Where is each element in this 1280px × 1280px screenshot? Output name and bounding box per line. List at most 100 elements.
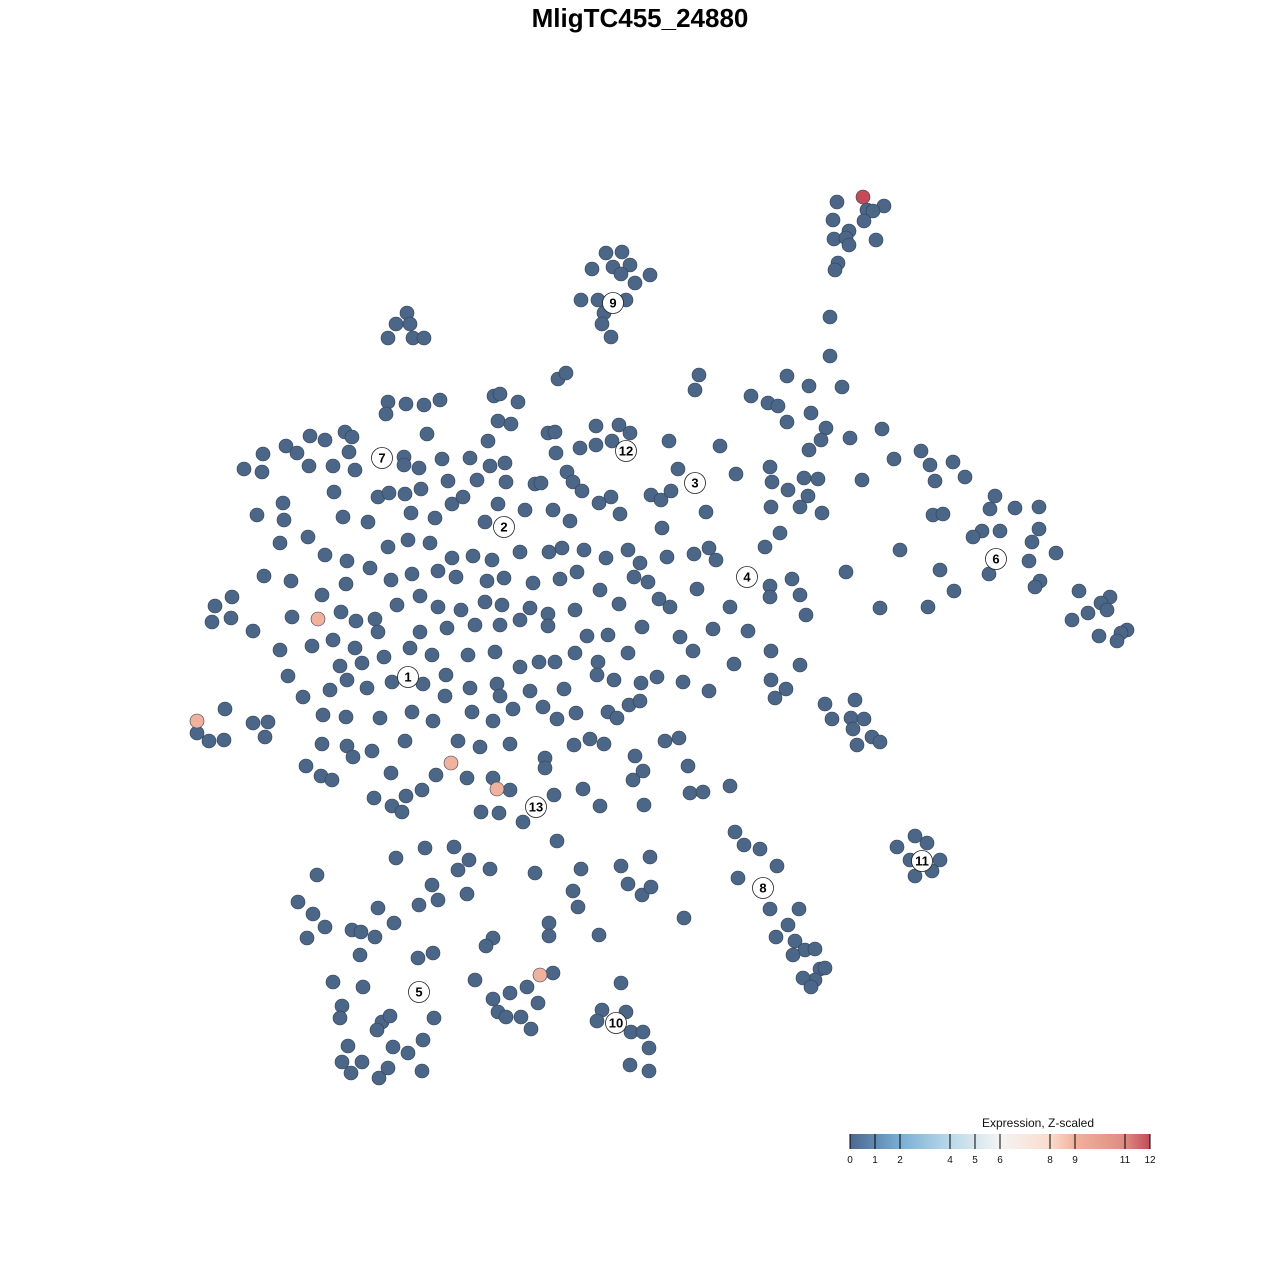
cell-point — [478, 938, 494, 954]
cell-point — [340, 1038, 356, 1054]
cell-point — [284, 609, 300, 625]
cell-point — [324, 772, 340, 788]
cell-point — [1027, 579, 1043, 595]
cell-point — [384, 674, 400, 690]
cell-point — [317, 547, 333, 563]
cell-point — [584, 261, 600, 277]
cell-point — [682, 785, 698, 801]
cell-point — [838, 564, 854, 580]
cell-point — [397, 733, 413, 749]
cell-point — [400, 1045, 416, 1061]
cell-point — [780, 917, 796, 933]
cell-point — [907, 828, 923, 844]
cluster-label-7: 7 — [371, 447, 393, 469]
colorbar-tick-label: 1 — [872, 1155, 878, 1166]
cell-point — [386, 915, 402, 931]
cell-point — [772, 525, 788, 541]
cell-point — [726, 656, 742, 672]
cell-point — [338, 709, 354, 725]
cell-point — [490, 496, 506, 512]
cell-point — [510, 394, 526, 410]
cell-point — [413, 481, 429, 497]
cell-point — [562, 513, 578, 529]
cell-point — [469, 472, 485, 488]
cell-point — [661, 433, 677, 449]
cell-point — [459, 886, 475, 902]
cell-point — [727, 824, 743, 840]
cell-point — [461, 852, 477, 868]
cell-point — [322, 682, 338, 698]
cell-point — [574, 483, 590, 499]
cell-point — [383, 765, 399, 781]
cell-point — [236, 461, 252, 477]
cluster-label-badge — [525, 796, 547, 818]
cell-point — [695, 784, 711, 800]
cell-point — [362, 560, 378, 576]
cell-point — [397, 486, 413, 502]
cell-point — [728, 466, 744, 482]
cell-point — [635, 763, 651, 779]
cell-point — [763, 643, 779, 659]
cell-point — [298, 758, 314, 774]
colorbar-tick-label: 5 — [972, 1155, 978, 1166]
cell-point — [450, 862, 466, 878]
cell-point — [531, 654, 547, 670]
cluster-label-4: 4 — [736, 566, 758, 588]
cell-point — [289, 445, 305, 461]
cell-point — [927, 473, 943, 489]
cell-point — [769, 858, 785, 874]
cluster-label-badge — [985, 548, 1007, 570]
cell-point — [464, 704, 480, 720]
cell-point — [402, 640, 418, 656]
cell-point — [492, 617, 508, 633]
cell-point — [453, 602, 469, 618]
colorbar-title: Expression, Z-scaled — [982, 1116, 1094, 1130]
points-layer — [189, 189, 1135, 1086]
cell-point — [659, 549, 675, 565]
cell-point — [541, 544, 557, 560]
cell-point — [856, 213, 872, 229]
cell-point — [204, 614, 220, 630]
cell-point — [698, 504, 714, 520]
cell-point — [965, 529, 981, 545]
cell-point — [814, 505, 830, 521]
cluster-label-8: 8 — [752, 877, 774, 899]
cell-point — [675, 674, 691, 690]
cell-point — [1071, 583, 1087, 599]
cell-point — [460, 647, 476, 663]
cell-point — [872, 734, 888, 750]
colorbar-tick-label: 12 — [1144, 1155, 1156, 1166]
cell-point — [290, 894, 306, 910]
colorbar-tick-label: 2 — [897, 1155, 903, 1166]
cell-point — [913, 443, 929, 459]
cell-point — [651, 591, 667, 607]
cluster-label-2: 2 — [493, 516, 515, 538]
cell-point — [545, 502, 561, 518]
cell-point — [779, 368, 795, 384]
cell-point — [522, 683, 538, 699]
colorbar-tick-label: 4 — [947, 1155, 953, 1166]
cell-point — [347, 462, 363, 478]
cell-point — [498, 474, 514, 490]
cell-point — [598, 550, 614, 566]
cell-point — [473, 804, 489, 820]
cell-point — [341, 444, 357, 460]
cell-point — [325, 632, 341, 648]
cell-point — [249, 507, 265, 523]
cell-point — [430, 599, 446, 615]
cell-point — [803, 405, 819, 421]
cell-point — [422, 535, 438, 551]
cell-point — [444, 550, 460, 566]
cell-point — [513, 1009, 529, 1025]
cell-point — [283, 573, 299, 589]
cell-point — [489, 676, 505, 692]
cell-point — [512, 659, 528, 675]
cell-point — [565, 474, 581, 490]
cell-point — [992, 523, 1008, 539]
cell-point — [502, 736, 518, 752]
cell-point — [1109, 633, 1125, 649]
cell-point — [462, 680, 478, 696]
cell-point — [332, 658, 348, 674]
cell-point — [982, 501, 998, 517]
